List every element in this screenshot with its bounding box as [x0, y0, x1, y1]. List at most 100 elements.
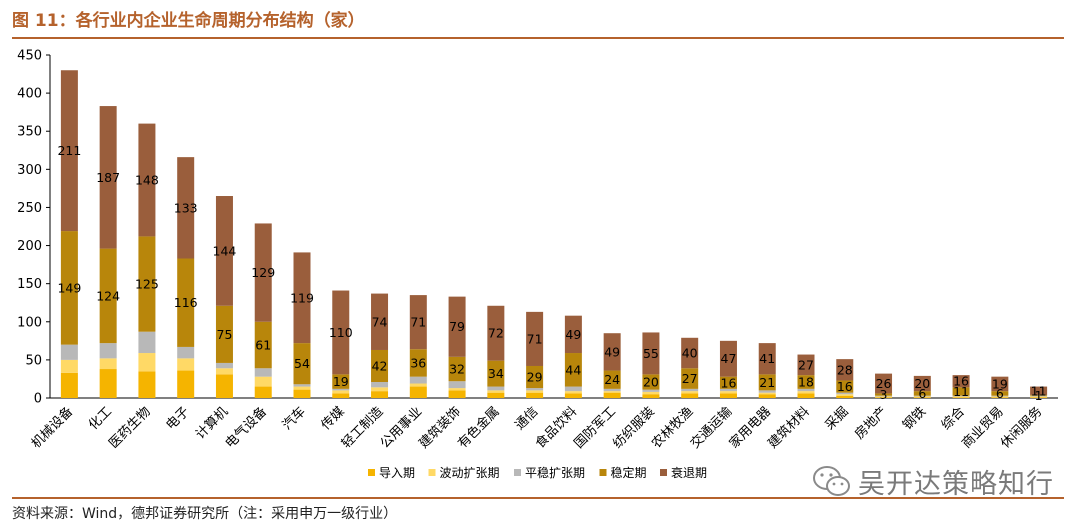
bar-segment: [215, 196, 233, 306]
bar-segment: [177, 157, 195, 259]
x-tick-label: 汽车: [279, 404, 309, 434]
bar-segment: [681, 388, 699, 392]
bar-segment: [215, 374, 233, 398]
bar-segment: [254, 223, 272, 322]
data-label: 32: [449, 362, 465, 377]
bar-segment: [448, 296, 466, 357]
legend-swatch: [368, 469, 375, 476]
bar-segment: [564, 391, 582, 394]
bar-segment: [99, 106, 117, 249]
data-label: 61: [255, 338, 271, 353]
footer-divider: [12, 497, 1064, 499]
bar-segment: [719, 391, 737, 394]
y-tick-label: 50: [25, 353, 42, 368]
bar-segment: [293, 384, 311, 387]
data-label: 19: [333, 374, 349, 389]
bar-segment: [1030, 395, 1048, 397]
bar-segment: [177, 346, 195, 359]
data-label: 75: [217, 327, 233, 342]
x-tick-label: 通信: [512, 404, 541, 433]
y-tick-label: 400: [17, 87, 42, 102]
bar-segment: [177, 370, 195, 398]
bar-segment: [952, 396, 970, 398]
bar-segment: [836, 392, 854, 395]
bar-segment: [719, 340, 737, 377]
data-label: 20: [914, 376, 930, 391]
bar-segment: [875, 396, 893, 398]
watermark: 吴开达策略知行: [812, 462, 1054, 501]
bar-segment: [332, 388, 350, 391]
bar-segment: [642, 391, 660, 395]
bar-segment: [138, 371, 156, 398]
bar-segment: [797, 391, 815, 394]
data-label: 149: [57, 280, 81, 295]
x-tick-label: 钢铁: [900, 404, 929, 433]
bar-segment: [526, 388, 544, 391]
bar-segment: [254, 386, 272, 398]
x-tick-label: 机械设备: [28, 404, 76, 452]
bar-segment: [99, 248, 117, 344]
bar-segment: [913, 396, 931, 398]
wechat-icon: [813, 465, 850, 496]
bar-segment: [836, 395, 854, 398]
bar-segment: [836, 359, 854, 381]
x-tick-label: 电子: [164, 404, 193, 433]
bar-segment: [758, 390, 776, 393]
bar-segment: [836, 394, 854, 396]
data-label: 19: [992, 376, 1008, 391]
bar-segment: [719, 376, 737, 389]
bars: [60, 70, 1048, 398]
bar-segment: [371, 381, 389, 388]
bar-segment: [1030, 396, 1048, 398]
bar-segment: [293, 389, 311, 398]
data-label: 34: [488, 366, 504, 381]
bar-segment: [913, 391, 931, 396]
source-note: 资料来源：Wind，德邦证券研究所（注：采用申万一级行业）: [12, 506, 398, 522]
x-tick-label: 商业贸易: [959, 404, 1006, 451]
y-tick-label: 350: [17, 125, 42, 140]
bar-segment: [99, 369, 117, 398]
data-label: 79: [449, 319, 465, 334]
x-tick-labels: 机械设备 化工医药生物 电子 计算机电气设备 汽车 传媒轻工制造公用事业建筑装饰有色金属通…: [28, 404, 1045, 452]
bar-segment: [913, 397, 931, 398]
x-tick-label: 农林牧渔: [649, 404, 696, 451]
bar-segment: [642, 394, 660, 398]
bar-segment: [681, 337, 699, 369]
bar-segment: [409, 349, 427, 377]
data-label: 27: [798, 357, 814, 372]
x-tick-label: 有色金属: [455, 404, 503, 452]
bar-segment: [526, 365, 544, 389]
bar-segment: [215, 368, 233, 375]
bar-segment: [332, 393, 350, 398]
bar-segment: [797, 393, 815, 398]
bar-segment: [526, 390, 544, 393]
bar-segment: [952, 395, 970, 397]
bar-segment: [603, 370, 621, 389]
bar-segment: [875, 393, 893, 396]
bar-segment: [60, 372, 78, 398]
bar-segment: [603, 392, 621, 398]
bar-segment: [642, 374, 660, 390]
bar-segment: [913, 375, 931, 392]
bar-segment: [99, 343, 117, 359]
bar-segment: [254, 376, 272, 387]
data-label: 55: [643, 346, 659, 361]
data-label: 40: [682, 346, 698, 361]
bar-segment: [448, 381, 466, 389]
bar-segment: [913, 395, 931, 397]
data-label: 74: [372, 314, 388, 329]
bar-segment: [875, 373, 893, 394]
bar-segment: [487, 392, 505, 398]
y-tick-label: 250: [17, 201, 42, 216]
x-tick-label: 休闲服务: [997, 404, 1045, 452]
bar-segment: [564, 353, 582, 387]
bar-segment: [564, 386, 582, 392]
bar-segment: [603, 391, 621, 393]
bar-segment: [138, 331, 156, 354]
bar-segment: [797, 388, 815, 392]
bar-segment: [564, 393, 582, 398]
data-label: 11: [1031, 383, 1047, 398]
data-label: 211: [57, 143, 81, 158]
data-label: 42: [372, 358, 388, 373]
